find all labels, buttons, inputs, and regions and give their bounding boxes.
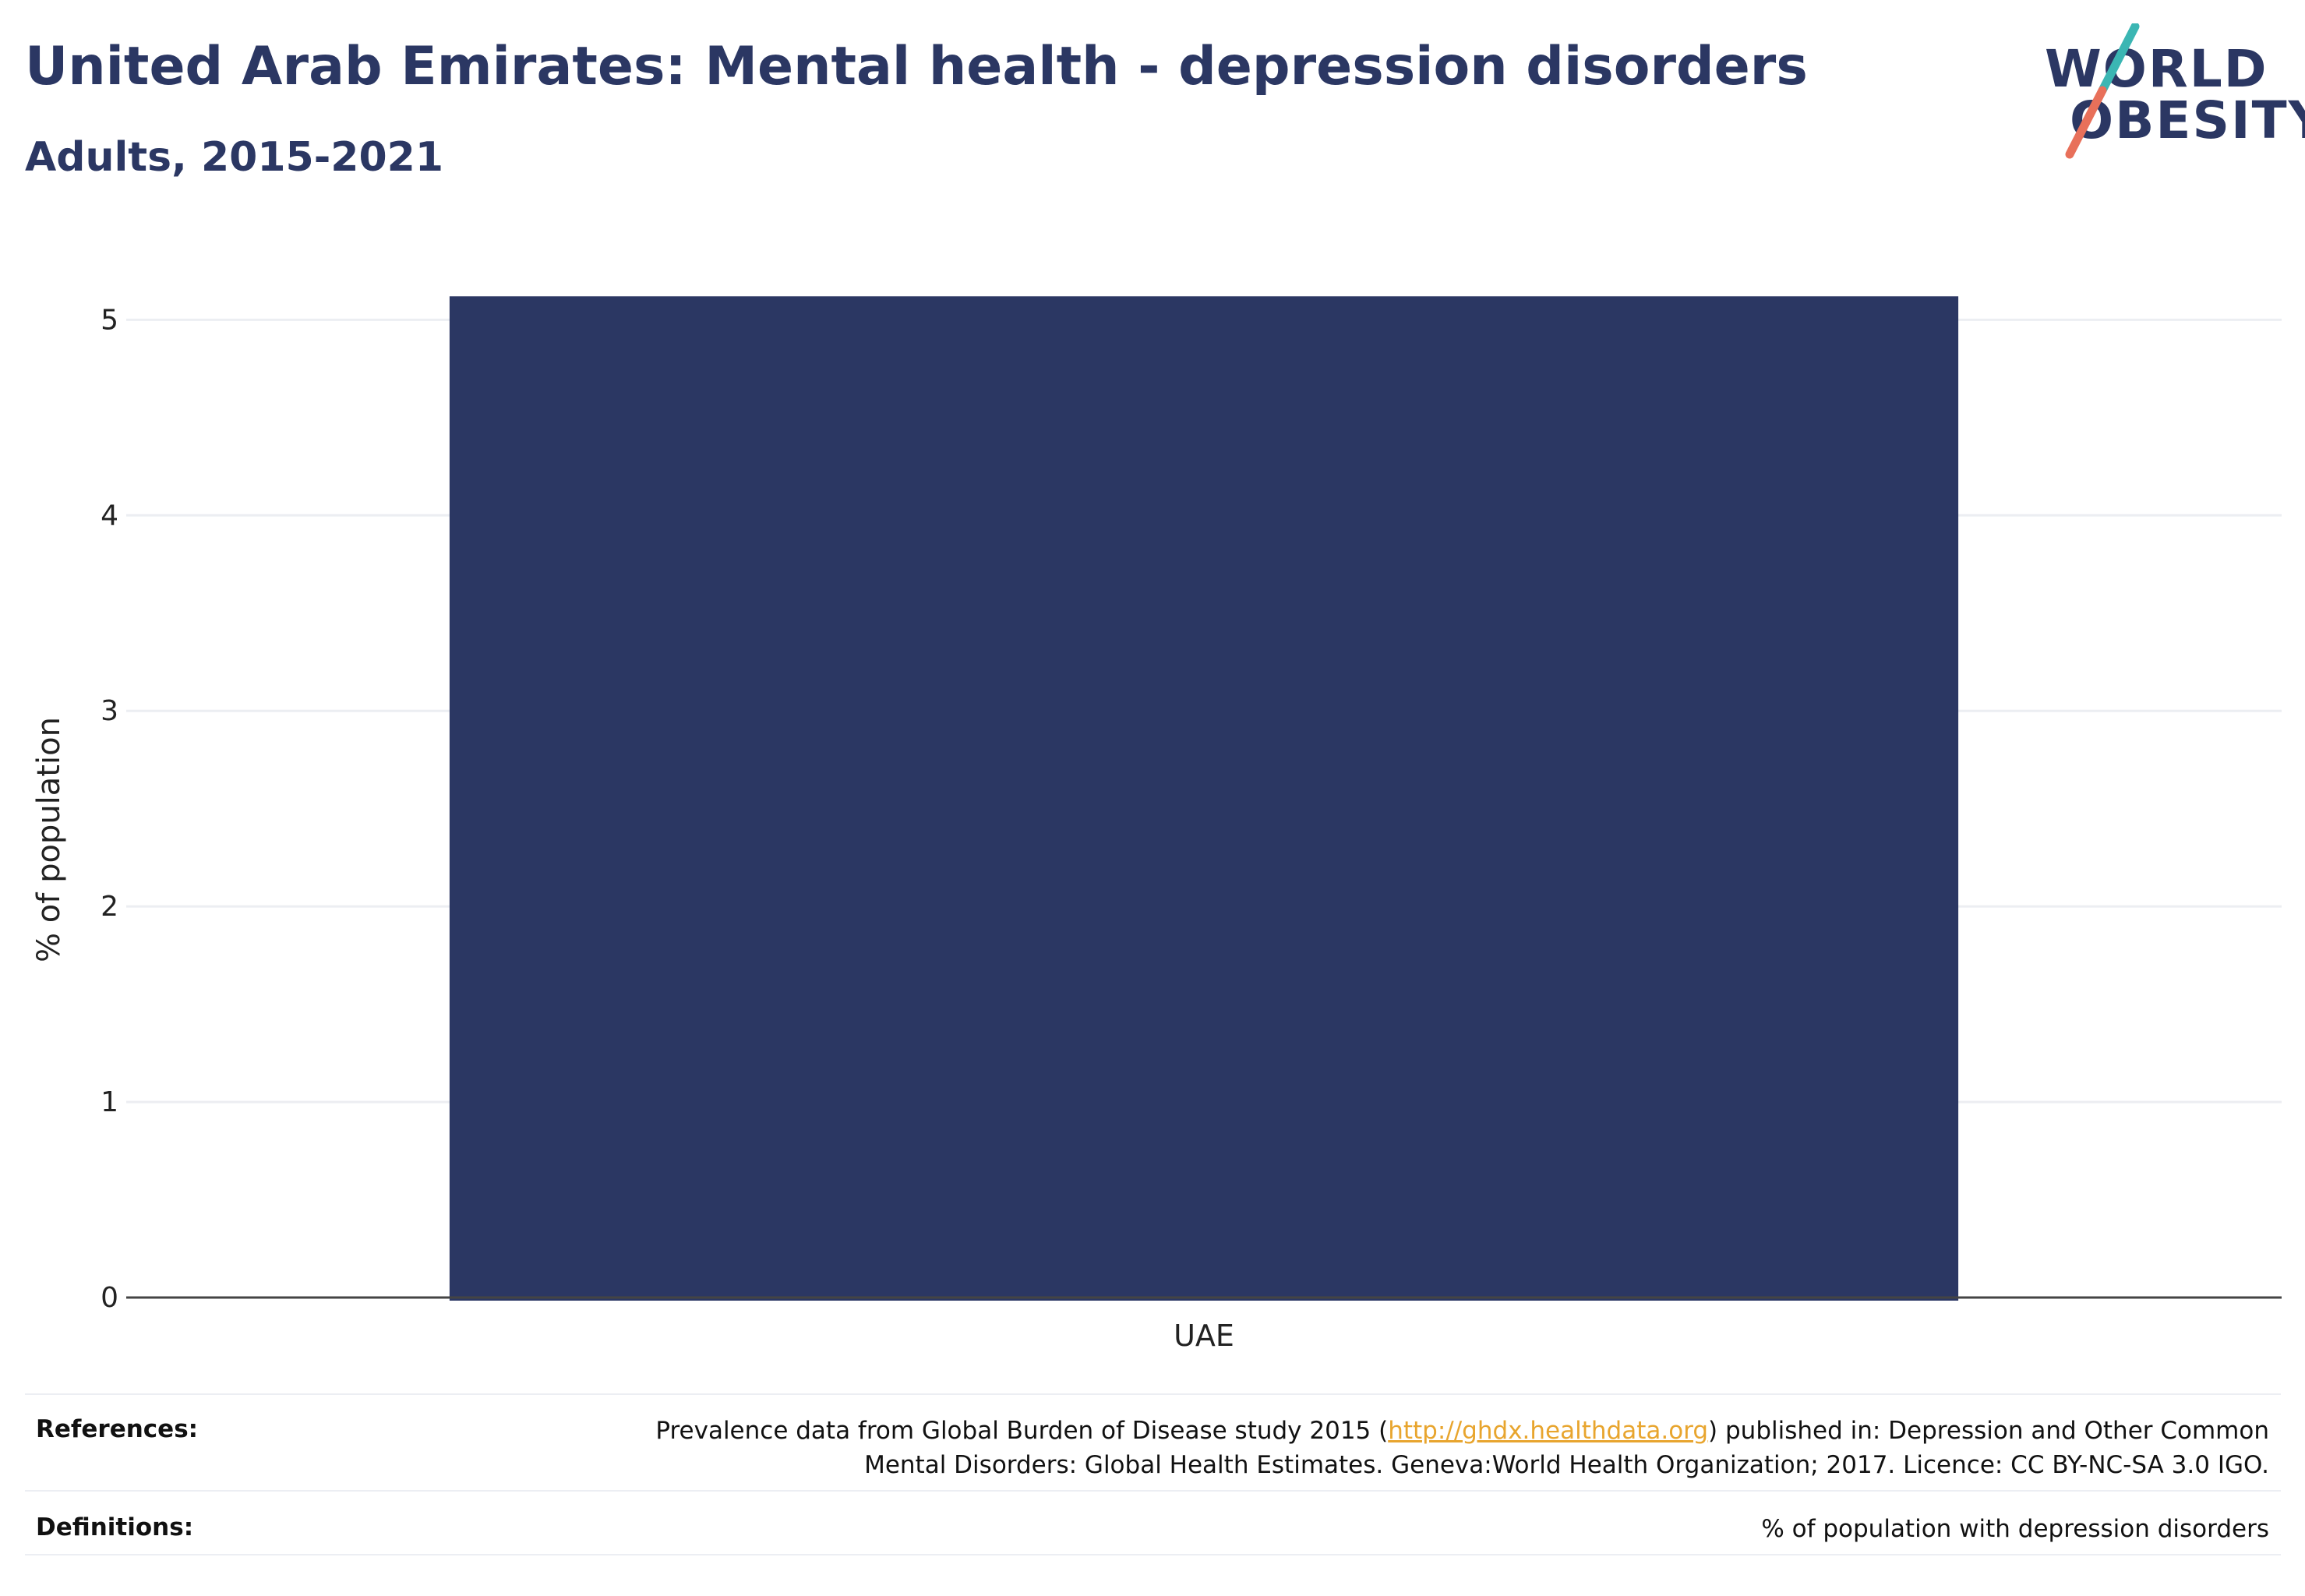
y-tick-label: 1 — [101, 1086, 118, 1118]
references-link[interactable]: http://ghdx.healthdata.org — [1388, 1417, 1709, 1445]
bar-chart: 0 1 2 3 4 5 UAE % of population — [31, 296, 2282, 1353]
definitions-text: % of population with depression disorder… — [1761, 1515, 2269, 1543]
references-text-part-1: Prevalence data from Global Burden of Di… — [655, 1417, 1389, 1445]
world-obesity-logo: WORLD OBESITY — [2034, 23, 2305, 164]
x-tick-label: UAE — [1174, 1319, 1234, 1353]
references-text: Prevalence data from Global Burden of Di… — [655, 1414, 2269, 1482]
footer-divider-bottom — [25, 1554, 2281, 1555]
y-tick-label: 5 — [101, 304, 118, 336]
y-tick-label: 0 — [101, 1282, 118, 1314]
references-label: References: — [36, 1415, 199, 1443]
y-axis-label: % of population — [31, 717, 67, 962]
references-line-2: Mental Disorders: Global Health Estimate… — [864, 1451, 2269, 1479]
chart-title: United Arab Emirates: Mental health - de… — [25, 36, 1808, 97]
footer-divider-top — [25, 1393, 2281, 1395]
logo-slash-icon — [2065, 23, 2140, 159]
bar-uae — [449, 296, 1959, 1301]
footer-divider-middle — [25, 1490, 2281, 1492]
y-tick-label: 3 — [101, 695, 118, 727]
y-tick-label: 4 — [101, 500, 118, 531]
y-tick-label: 2 — [101, 891, 118, 923]
references-line-1: Prevalence data from Global Burden of Di… — [655, 1414, 2269, 1448]
references-text-part-2: ) published in: Depression and Other Com… — [1708, 1417, 2269, 1445]
logo-word-obesity: OBESITY — [2070, 90, 2305, 150]
logo-word-world: WORLD — [2045, 39, 2268, 99]
chart-subtitle: Adults, 2015-2021 — [25, 134, 444, 181]
definitions-label: Definitions: — [36, 1513, 194, 1541]
